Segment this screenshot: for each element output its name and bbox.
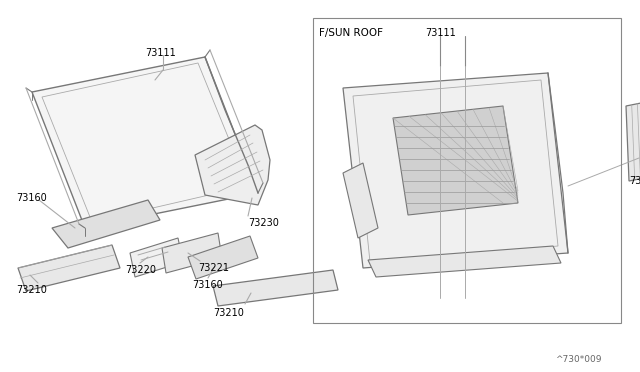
Text: 73230: 73230 — [248, 218, 279, 228]
Circle shape — [104, 219, 109, 224]
Circle shape — [266, 281, 272, 287]
Polygon shape — [130, 238, 183, 277]
Text: 73210: 73210 — [16, 285, 47, 295]
Polygon shape — [188, 236, 258, 279]
Circle shape — [210, 256, 214, 260]
Circle shape — [244, 284, 250, 290]
Polygon shape — [213, 270, 338, 306]
Circle shape — [434, 258, 440, 264]
Circle shape — [407, 260, 413, 266]
Circle shape — [173, 247, 177, 250]
Text: 73111: 73111 — [425, 28, 456, 38]
Circle shape — [186, 253, 189, 257]
Polygon shape — [52, 200, 160, 248]
Circle shape — [246, 286, 248, 288]
Circle shape — [196, 260, 200, 264]
Circle shape — [170, 251, 173, 254]
Circle shape — [488, 254, 494, 260]
Circle shape — [67, 225, 72, 231]
Circle shape — [310, 275, 316, 281]
Polygon shape — [393, 106, 518, 215]
Bar — [313, 18, 621, 323]
Polygon shape — [343, 73, 568, 268]
Text: 73160: 73160 — [192, 280, 223, 290]
Circle shape — [97, 255, 103, 261]
Circle shape — [200, 256, 204, 259]
Circle shape — [380, 262, 386, 268]
Circle shape — [515, 252, 521, 258]
Circle shape — [122, 217, 127, 221]
Circle shape — [140, 214, 145, 218]
Text: 73210: 73210 — [213, 308, 244, 318]
Polygon shape — [32, 57, 258, 228]
Circle shape — [204, 250, 207, 253]
Circle shape — [268, 283, 270, 285]
Polygon shape — [162, 233, 222, 273]
Text: 73230: 73230 — [629, 176, 640, 186]
Circle shape — [26, 270, 29, 273]
Text: ^730*009: ^730*009 — [555, 355, 602, 364]
Circle shape — [189, 248, 191, 251]
Circle shape — [79, 258, 85, 265]
Text: 73160: 73160 — [16, 193, 47, 203]
Text: F/SUN ROOF: F/SUN ROOF — [319, 28, 383, 38]
Circle shape — [288, 278, 294, 284]
Polygon shape — [18, 245, 120, 291]
Circle shape — [461, 256, 467, 262]
Circle shape — [86, 222, 90, 228]
Circle shape — [222, 287, 228, 293]
Polygon shape — [343, 163, 378, 238]
Polygon shape — [626, 98, 640, 181]
Polygon shape — [195, 125, 270, 205]
Circle shape — [43, 265, 49, 272]
Circle shape — [238, 248, 242, 252]
Text: 73111: 73111 — [145, 48, 176, 58]
Circle shape — [99, 257, 102, 260]
Circle shape — [290, 280, 292, 282]
Circle shape — [61, 262, 67, 268]
Circle shape — [312, 277, 314, 279]
Circle shape — [81, 260, 83, 263]
Polygon shape — [368, 246, 561, 277]
Circle shape — [45, 267, 47, 270]
Circle shape — [25, 269, 31, 275]
Circle shape — [224, 252, 228, 256]
Text: 73220: 73220 — [125, 265, 156, 275]
Text: 73221: 73221 — [198, 263, 229, 273]
Circle shape — [63, 263, 65, 266]
Circle shape — [224, 289, 226, 291]
